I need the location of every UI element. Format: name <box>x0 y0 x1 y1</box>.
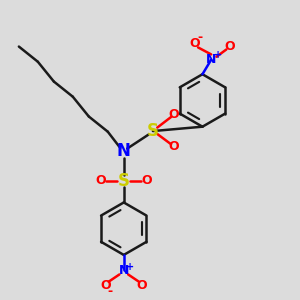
Text: +: + <box>214 50 222 60</box>
Text: O: O <box>189 38 200 50</box>
Text: O: O <box>224 40 235 53</box>
Text: S: S <box>147 122 159 140</box>
Text: +: + <box>126 262 134 272</box>
Text: N: N <box>206 53 216 66</box>
Text: N: N <box>118 264 129 277</box>
Text: -: - <box>107 285 112 298</box>
Text: -: - <box>197 31 202 44</box>
Text: O: O <box>142 174 152 187</box>
Text: O: O <box>168 140 178 153</box>
Text: S: S <box>118 172 130 190</box>
Text: O: O <box>100 279 111 292</box>
Text: O: O <box>168 108 178 121</box>
Text: N: N <box>117 142 131 160</box>
Text: O: O <box>136 279 147 292</box>
Text: O: O <box>95 174 106 187</box>
